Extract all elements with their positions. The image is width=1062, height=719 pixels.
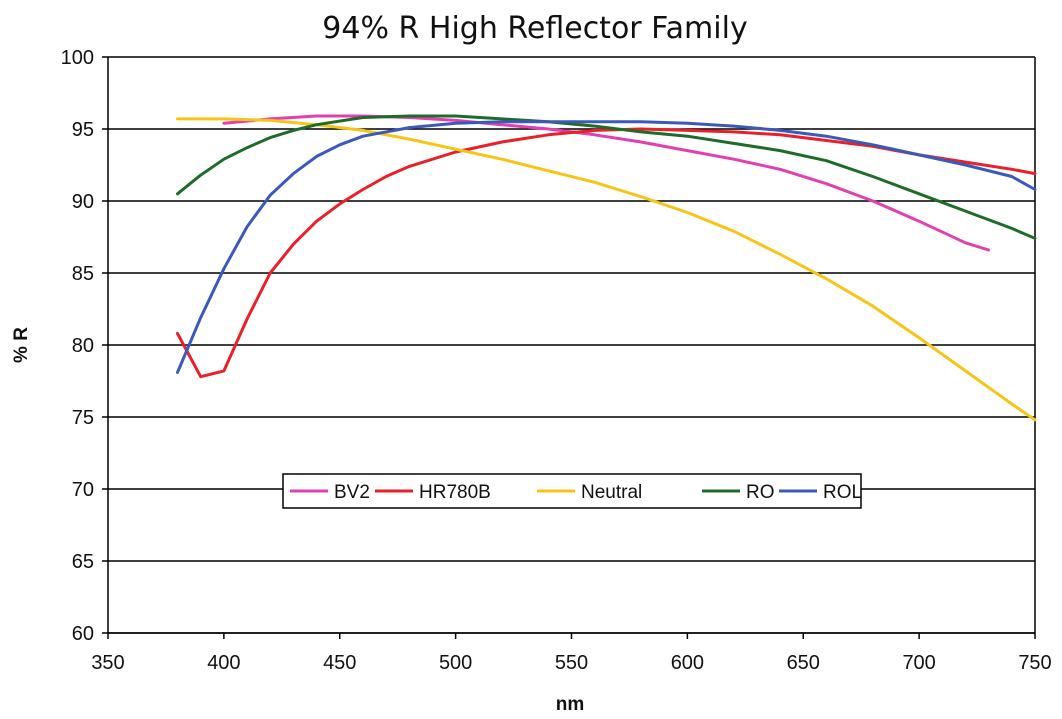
series-lines [176, 114, 1037, 422]
y-tick-label: 65 [72, 551, 94, 573]
series-line-ro [176, 114, 1037, 240]
y-tick-label: 100 [61, 47, 94, 69]
series-line-rol [176, 120, 1037, 374]
x-tick-label: 350 [91, 652, 124, 674]
x-tick-label: 500 [439, 652, 472, 674]
legend-label-hr780b: HR780B [419, 482, 491, 503]
y-tick-label: 60 [72, 623, 94, 645]
y-tick-label: 70 [72, 479, 94, 501]
x-axis-label: nm [556, 694, 585, 715]
y-tick-label: 95 [72, 119, 94, 141]
x-tick-label: 700 [902, 652, 935, 674]
y-tick-label: 80 [72, 335, 94, 357]
x-tick-label: 750 [1018, 652, 1051, 674]
y-tick-labels: 60 65 70 75 80 85 90 95 100 [61, 47, 108, 645]
y-axis-label: % R [11, 327, 32, 363]
x-tick-label: 650 [787, 652, 820, 674]
x-tick-label: 450 [323, 652, 356, 674]
legend-label-ro: RO [746, 482, 775, 503]
gridlines [108, 56, 1035, 634]
y-tick-label: 90 [72, 191, 94, 213]
x-tick-label: 600 [671, 652, 704, 674]
legend-label-rol: ROL [823, 482, 862, 503]
series-line-bv2 [222, 114, 991, 252]
series-line-hr780b [176, 127, 1037, 379]
x-tick-labels: 350 400 450 500 550 600 650 700 750 [91, 633, 1052, 674]
chart-title: 94% R High Reflector Family [322, 11, 747, 46]
legend-label-bv2: BV2 [334, 482, 370, 503]
series-line-neutral [176, 117, 1037, 422]
legend: BV2 HR780B Neutral RO ROL [282, 473, 862, 509]
y-tick-label: 75 [72, 407, 94, 429]
x-tick-label: 400 [207, 652, 240, 674]
y-tick-label: 85 [72, 263, 94, 285]
x-tick-label: 550 [555, 652, 588, 674]
legend-label-neutral: Neutral [581, 482, 642, 503]
